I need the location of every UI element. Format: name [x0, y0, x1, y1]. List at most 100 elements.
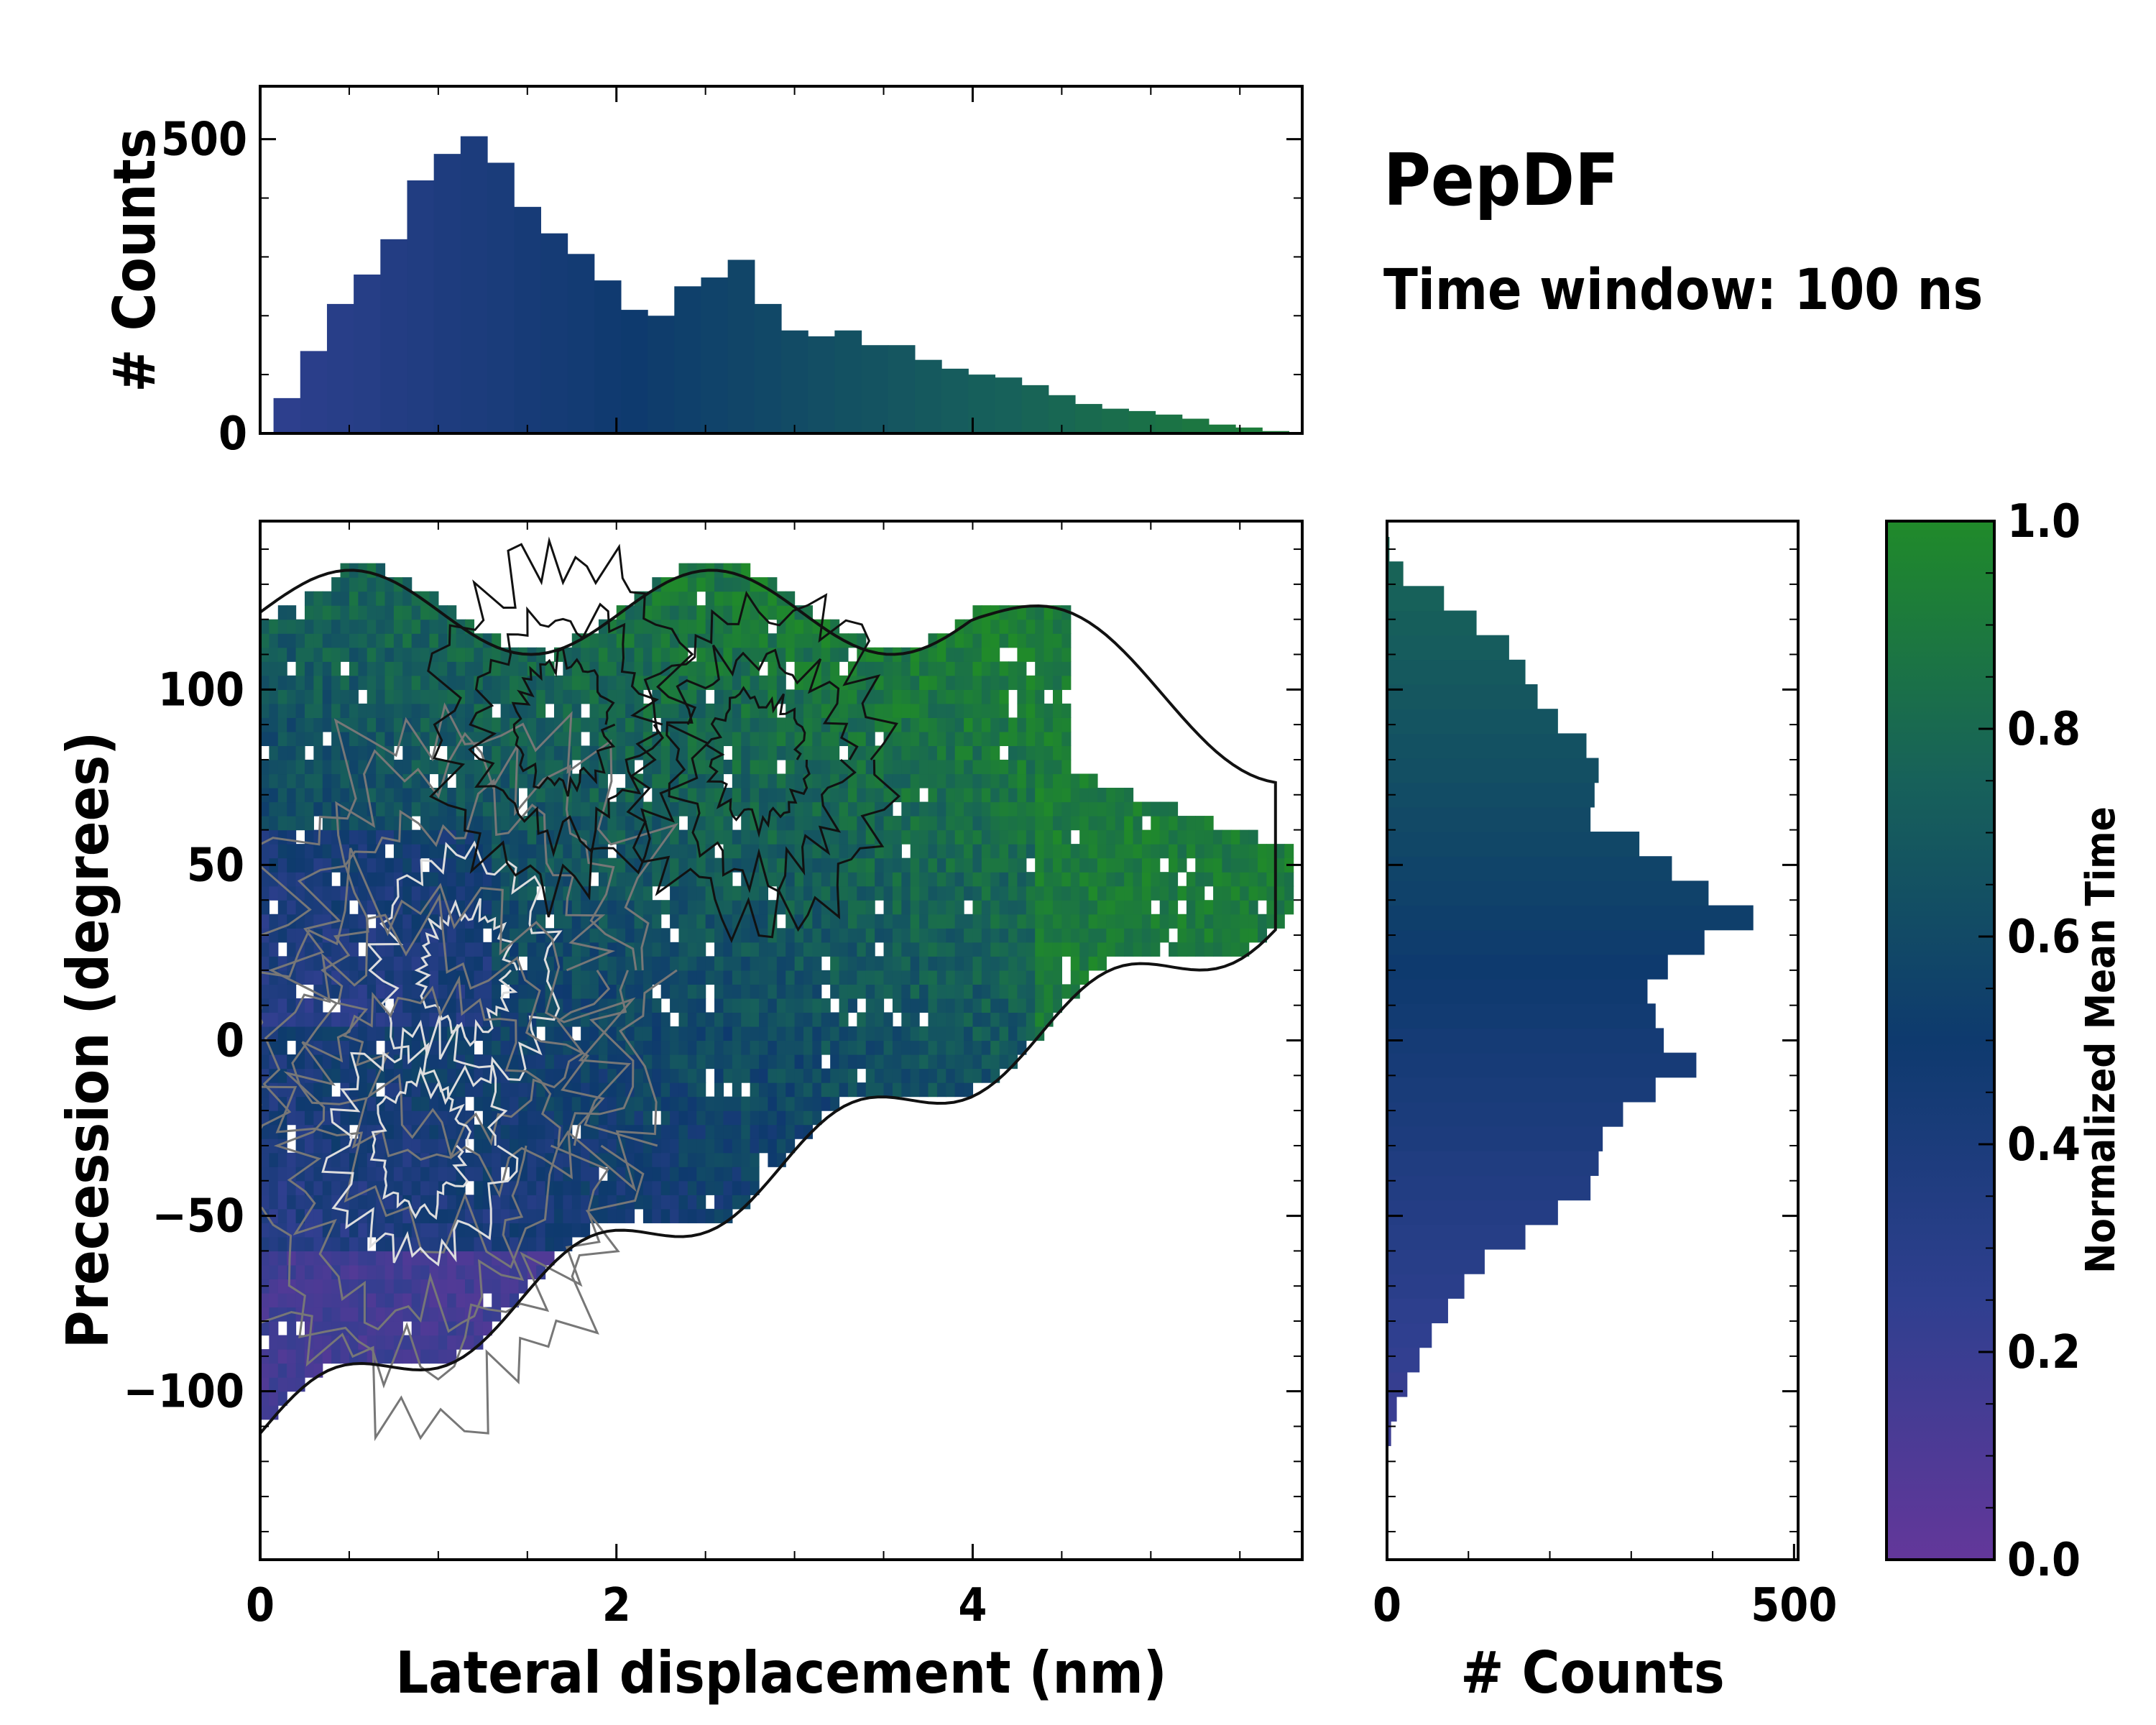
heatmap-cell	[287, 647, 297, 662]
heatmap-cell	[857, 773, 867, 788]
heatmap-cell	[313, 956, 323, 971]
heatmap-cell	[936, 872, 946, 887]
heatmap-cell	[313, 605, 323, 620]
heatmap-cell	[1061, 829, 1072, 845]
heatmap-cell	[839, 984, 849, 999]
heatmap-cell	[803, 844, 813, 859]
heatmap-cell	[723, 1026, 733, 1041]
heatmap-cell	[376, 745, 386, 760]
heatmap-cell	[750, 829, 760, 845]
heatmap-cell	[990, 829, 1000, 845]
heatmap-cell	[1169, 886, 1179, 901]
heatmap-cell	[875, 816, 885, 831]
heatmap-cell	[376, 801, 386, 816]
heatmap-cell	[928, 998, 938, 1013]
heatmap-cell	[447, 1349, 457, 1364]
heatmap-cell	[358, 788, 368, 803]
heatmap-cell	[1044, 956, 1054, 971]
heatmap-cell	[705, 633, 715, 648]
heatmap-cell	[999, 788, 1009, 803]
heatmap-cell	[510, 1208, 520, 1223]
heatmap-cell	[714, 1026, 724, 1041]
heatmap-cell	[660, 1110, 671, 1126]
heatmap-cell	[393, 661, 403, 676]
heatmap-cell	[367, 633, 377, 648]
heatmap-cell	[1079, 801, 1089, 816]
heatmap-cell	[571, 1208, 581, 1223]
heatmap-cell	[367, 1167, 377, 1182]
heatmap-cell	[972, 900, 982, 915]
top-histogram-bar	[888, 345, 916, 433]
heatmap-cell	[875, 1054, 885, 1070]
heatmap-cell	[786, 1138, 796, 1154]
heatmap-cell	[1204, 844, 1214, 859]
heatmap-cell	[999, 1026, 1009, 1041]
heatmap-cell	[910, 816, 920, 831]
outer-contour	[260, 569, 1277, 1436]
heatmap-cell	[732, 731, 742, 747]
heatmap-cell	[322, 1167, 332, 1182]
heatmap-cell	[883, 900, 893, 915]
heatmap-cell	[687, 970, 697, 985]
heatmap-cell	[393, 1292, 403, 1308]
heatmap-cell	[277, 759, 287, 775]
heatmap-cell	[536, 717, 546, 732]
heatmap-cell	[652, 872, 662, 887]
heatmap-cell	[322, 1279, 332, 1294]
heatmap-cell	[287, 633, 297, 648]
heatmap-cell	[1088, 914, 1098, 929]
heatmap-cell	[839, 956, 849, 971]
heatmap-cell	[1124, 886, 1134, 901]
heatmap-cell	[670, 1152, 680, 1167]
heatmap-cell	[376, 647, 386, 662]
heatmap-cell	[1248, 900, 1258, 915]
heatmap-cell	[411, 1180, 421, 1195]
heatmap-cell	[295, 1236, 305, 1252]
heatmap-cell	[1044, 745, 1054, 760]
heatmap-cell	[625, 1110, 635, 1126]
heatmap-cell	[990, 675, 1000, 690]
heatmap-cell	[821, 872, 831, 887]
heatmap-cell	[936, 731, 946, 747]
heatmap-cell	[634, 675, 644, 690]
heatmap-cell	[1124, 788, 1134, 803]
heatmap-cell	[349, 647, 359, 662]
heatmap-cell	[839, 829, 849, 845]
heatmap-cell	[936, 857, 946, 873]
heatmap-cell	[839, 689, 849, 704]
heatmap-cell	[981, 731, 991, 747]
heatmap-cell	[936, 816, 946, 831]
heatmap-cell	[652, 1040, 662, 1055]
heatmap-cell	[384, 1054, 395, 1070]
heatmap-cell	[376, 857, 386, 873]
heatmap-cell	[384, 1321, 395, 1336]
heatmap-cell	[875, 857, 885, 873]
heatmap-cell	[696, 1208, 706, 1223]
heatmap-cell	[723, 942, 733, 957]
heatmap-cell	[1079, 886, 1089, 901]
heatmap-cell	[589, 942, 599, 957]
heatmap-cell	[429, 1321, 439, 1336]
heatmap-cell	[990, 956, 1000, 971]
heatmap-cell	[287, 829, 297, 845]
heatmap-cell	[1204, 816, 1214, 831]
heatmap-cell	[794, 956, 804, 971]
heatmap-cell	[768, 1138, 778, 1154]
heatmap-cell	[803, 942, 813, 957]
heatmap-cell	[803, 633, 813, 648]
heatmap-cell	[1026, 844, 1036, 859]
heatmap-cell	[1026, 872, 1036, 887]
heatmap-cell	[545, 970, 555, 985]
heatmap-cell	[402, 689, 413, 704]
heatmap-cell	[1222, 928, 1232, 943]
heatmap-cell	[376, 633, 386, 648]
heatmap-cell	[990, 984, 1000, 999]
heatmap-cell	[892, 886, 902, 901]
heatmap-cell	[687, 1138, 697, 1154]
heatmap-cell	[1284, 844, 1294, 859]
heatmap-cell	[510, 998, 520, 1013]
heatmap-cell	[892, 675, 902, 690]
heatmap-cell	[384, 1264, 395, 1280]
heatmap-cell	[287, 689, 297, 704]
heatmap-cell	[589, 1167, 599, 1182]
